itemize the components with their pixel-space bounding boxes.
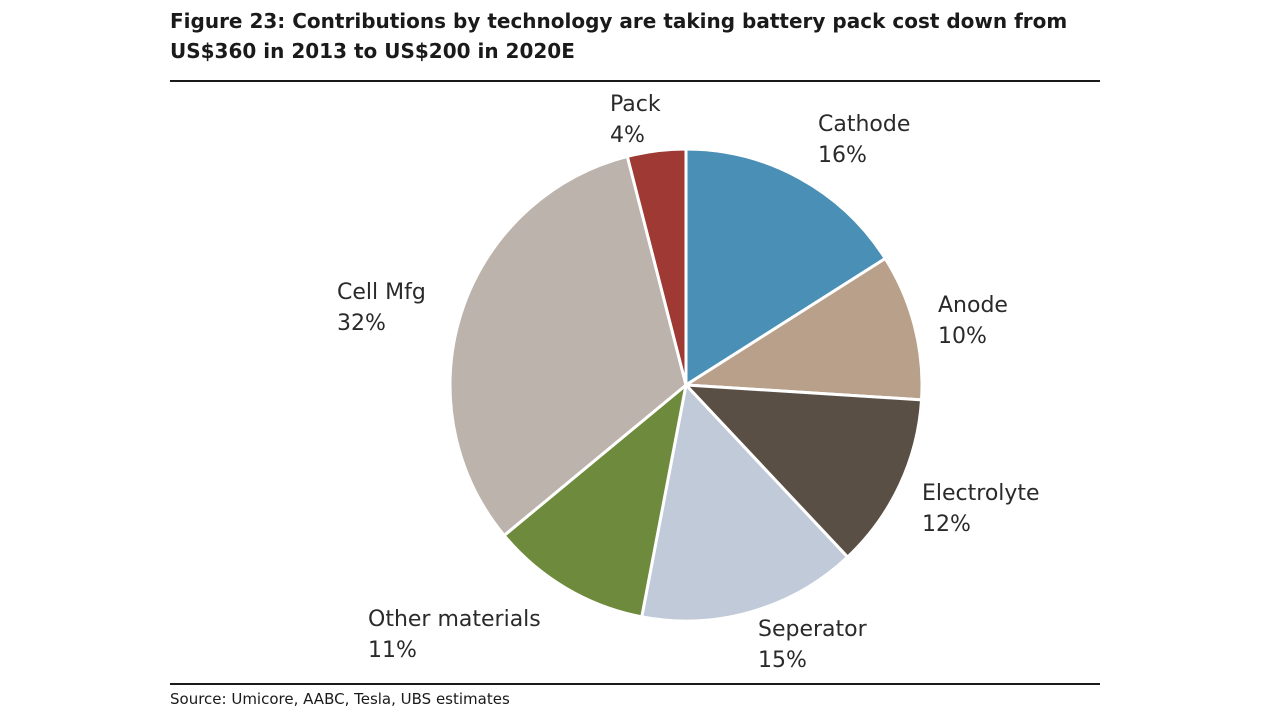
pie-label-value: 11% — [368, 638, 417, 663]
pie-slice-cathode — [684, 147, 887, 387]
pie-label-cell-mfg: Cell Mfg 32% — [337, 280, 426, 336]
pie-slice-other-materials — [502, 383, 688, 619]
pie-slice-electrolyte — [684, 383, 924, 559]
pie-label-other-materials: Other materials 11% — [368, 607, 541, 663]
pie-label-value: 15% — [758, 648, 807, 673]
figure-title: Figure 23: Contributions by technology a… — [170, 6, 1110, 66]
pie-label-name: Cathode — [818, 112, 910, 137]
pie-label-value: 16% — [818, 143, 867, 168]
figure-title-line-1: Figure 23: Contributions by technology a… — [170, 9, 1068, 33]
pie-label-cathode: Cathode 16% — [818, 112, 910, 168]
source-note: Source: Umicore, AABC, Tesla, UBS estima… — [170, 690, 510, 708]
pie-label-electrolyte: Electrolyte 12% — [922, 481, 1040, 537]
pie-label-name: Seperator — [758, 617, 868, 642]
pie-label-anode: Anode 10% — [938, 293, 1008, 349]
pie-label-name: Electrolyte — [922, 481, 1040, 506]
pie-label-value: 12% — [922, 512, 971, 537]
pie-label-value: 32% — [337, 311, 386, 336]
pie-labels: Cathode 16% Anode 10% Electrolyte 12% Seperato… — [337, 92, 1040, 673]
pie-label-value: 10% — [938, 324, 987, 349]
pie-label-name: Cell Mfg — [337, 280, 426, 305]
pie-slice-cell-mfg — [448, 154, 688, 537]
pie-label-value: 4% — [610, 123, 645, 148]
pie-slices — [448, 147, 924, 623]
pie-slice-pack — [625, 147, 688, 387]
pie-slice-seperator — [640, 383, 850, 623]
pie-slice-anode — [684, 257, 924, 402]
pie-label-name: Anode — [938, 293, 1008, 318]
title-rule — [170, 80, 1100, 82]
figure-title-line-2: US$360 in 2013 to US$200 in 2020E — [170, 39, 575, 63]
pie-label-name: Other materials — [368, 607, 541, 632]
pie-label-pack: Pack 4% — [610, 92, 661, 148]
pie-label-name: Pack — [610, 92, 661, 117]
source-rule — [170, 683, 1100, 685]
pie-label-seperator: Seperator 15% — [758, 617, 868, 673]
